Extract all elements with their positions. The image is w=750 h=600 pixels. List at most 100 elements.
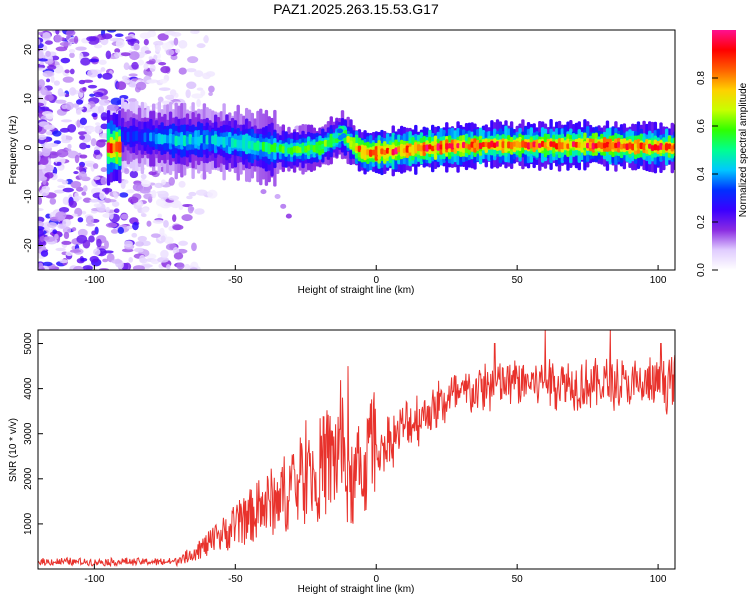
spectrogram-cell: [280, 203, 287, 209]
spectrogram-cell: [89, 255, 99, 263]
spectrogram-cell: [87, 69, 99, 78]
spectrogram-cell: [164, 30, 176, 36]
spectrogram-cell: [388, 148, 393, 156]
spectrogram-cell: [476, 143, 480, 150]
spectrogram-cell: [267, 143, 271, 155]
spectrogram-cell: [143, 132, 147, 143]
colorbar-tick-label: 0.2: [696, 215, 707, 229]
spectrogram-cell: [281, 146, 286, 154]
spectrogram-cell: [436, 143, 441, 151]
spectrogram-cell: [323, 139, 328, 147]
spectrogram-cell: [264, 141, 269, 153]
spectrogram-cell: [65, 101, 74, 111]
spectrogram-cell: [38, 134, 47, 141]
spectrogram-cell: [200, 89, 206, 97]
spectrogram-cell: [515, 140, 519, 148]
spectrogram-cell: [143, 63, 149, 70]
spectrogram-cell: [371, 149, 376, 156]
spectrogram-cell: [54, 233, 59, 240]
spectrogram-cell: [79, 142, 88, 150]
spectrogram-cell: [190, 30, 200, 34]
spectrogram-cell: [96, 238, 102, 248]
spectrogram-cell: [128, 73, 138, 77]
colorbar-gradient: [712, 30, 736, 270]
spectrogram-cell: [57, 178, 65, 183]
spectrogram-cell: [521, 140, 525, 148]
spectrogram-cell: [428, 144, 432, 150]
spectrogram-cell: [148, 56, 153, 60]
y-tick-label: -20: [23, 238, 34, 253]
spectrogram-cell: [481, 142, 486, 148]
spectrogram-cell: [312, 145, 317, 153]
spectrogram-cell: [105, 50, 112, 60]
spectrogram-cell: [100, 67, 106, 72]
spectrogram-cell: [239, 139, 243, 149]
spectrogram-cell: [89, 93, 95, 97]
spectrogram-cell: [44, 172, 54, 179]
spectrogram-cell: [123, 240, 133, 247]
spectrogram-cell: [70, 180, 82, 189]
spectrogram-heatmap: [38, 30, 675, 270]
spectrogram-cell: [433, 144, 438, 151]
spectrogram-cell: [73, 35, 79, 44]
spectrogram-cell: [196, 189, 208, 196]
spectrogram-cell: [154, 44, 161, 53]
spectrogram-cell: [656, 145, 660, 151]
spectrogram-cell: [150, 233, 161, 238]
spectrogram-cell: [653, 144, 658, 151]
spectrogram-cell: [132, 265, 145, 270]
spectrogram-cell: [101, 33, 113, 40]
spectrogram-cell: [112, 191, 117, 197]
spectrogram-cell: [284, 146, 288, 153]
spectrogram-cell: [55, 30, 60, 35]
spectrogram-cell: [256, 140, 260, 152]
spectrogram-cell: [116, 81, 127, 91]
spectrogram-cell: [45, 50, 51, 57]
colorbar-tick-label: 0.6: [696, 119, 707, 133]
spectrogram-cell: [140, 173, 147, 180]
spectrogram-cell: [112, 143, 116, 153]
spectrogram-cell: [124, 36, 133, 40]
spectrogram-cell: [72, 103, 80, 108]
snr-panel: -100 -50 0 50 100 1000 2000 3000 4000 5000 Heigh…: [8, 329, 676, 595]
spectrogram-cell: [39, 61, 44, 66]
spectrogram-cell: [39, 188, 50, 197]
spectrogram-cell: [38, 228, 45, 237]
spectrogram-cell: [109, 37, 121, 42]
spectrogram-cell: [59, 127, 70, 133]
spectrogram-cell: [340, 133, 347, 139]
spectrogram-cell: [71, 227, 77, 232]
spectrogram-cell: [394, 147, 398, 155]
spectrogram-cell: [543, 142, 548, 149]
spectrogram-cell: [270, 144, 274, 153]
spectrogram-cell: [173, 37, 179, 46]
spectrogram-cell: [563, 142, 567, 150]
spectrogram-cell: [583, 141, 587, 148]
spectrogram-cell: [495, 141, 500, 147]
spectrogram-cell: [38, 153, 41, 163]
spectrogram-cell: [110, 229, 119, 234]
spectrogram-cell: [56, 161, 62, 165]
spectrogram-cell: [47, 65, 57, 70]
spectrogram-cell: [182, 135, 187, 147]
spectrogram-cell: [608, 143, 612, 150]
spectrogram-cell: [45, 130, 53, 136]
spectrogram-cell: [143, 193, 154, 200]
spectrogram-cell: [91, 230, 97, 236]
x-tick-label: -100: [84, 275, 104, 286]
spectrogram-cell: [602, 142, 607, 149]
spectrogram-cell: [274, 194, 281, 200]
spectrogram-cell: [74, 154, 80, 164]
spectrogram-cell: [126, 189, 135, 194]
spectrogram-cell: [52, 130, 62, 137]
spectrogram-cell: [55, 247, 66, 252]
spectrogram-cell: [91, 112, 98, 118]
spectrogram-cell: [57, 223, 67, 230]
y-tick-label: -10: [23, 189, 34, 204]
spectrogram-cell: [105, 222, 118, 228]
spectrogram-cell: [73, 197, 80, 202]
spectrogram-cell: [670, 145, 674, 152]
spectrogram-cell: [577, 142, 581, 149]
spectrogram-cell: [146, 60, 155, 65]
spectrogram-cell: [178, 40, 188, 49]
